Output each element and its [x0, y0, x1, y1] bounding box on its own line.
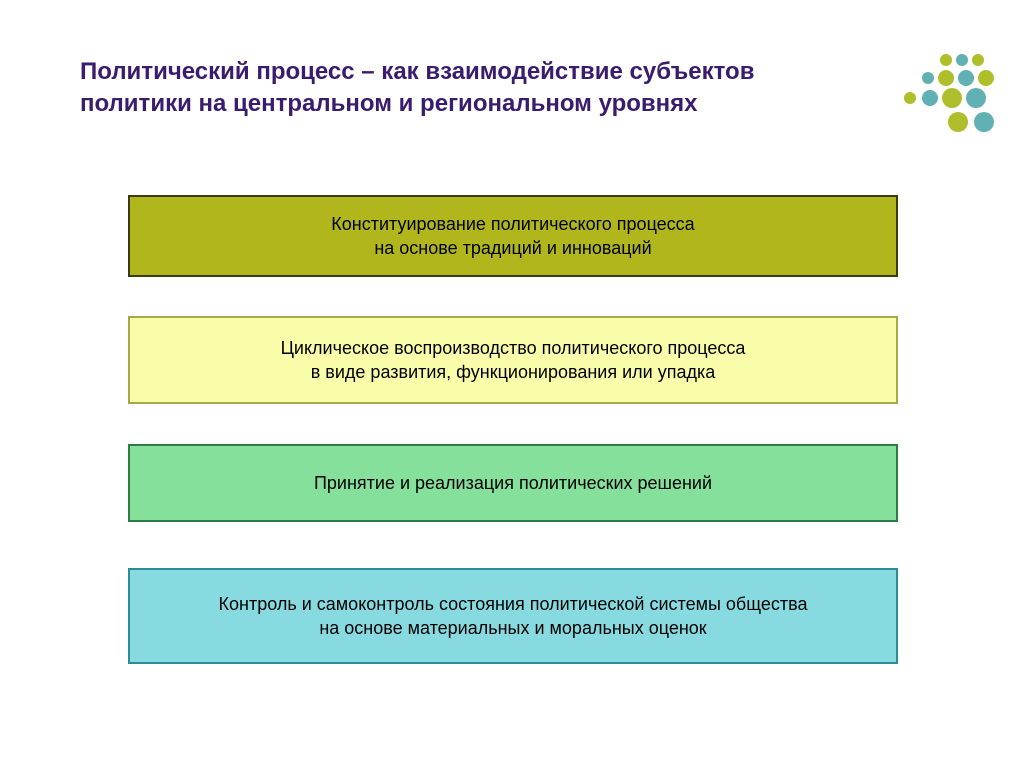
stage-box-2-text: Циклическое воспроизводство политическог… [281, 336, 746, 385]
stage-box-1: Конституирование политического процесса … [128, 195, 898, 277]
dots-icon [850, 48, 1000, 138]
stage-box-4-text: Контроль и самоконтроль состояния полити… [219, 592, 808, 641]
stage-box-2: Циклическое воспроизводство политическог… [128, 316, 898, 404]
stage-box-3-text: Принятие и реализация политических решен… [314, 471, 712, 495]
slide-title-text: Политический процесс – как взаимодействи… [80, 58, 754, 117]
stage-box-3: Принятие и реализация политических решен… [128, 444, 898, 522]
stage-box-4: Контроль и самоконтроль состояния полити… [128, 568, 898, 664]
stage-box-1-text: Конституирование политического процесса … [331, 212, 694, 261]
slide-title: Политический процесс – как взаимодействи… [80, 56, 800, 121]
corner-decoration [850, 48, 1000, 138]
